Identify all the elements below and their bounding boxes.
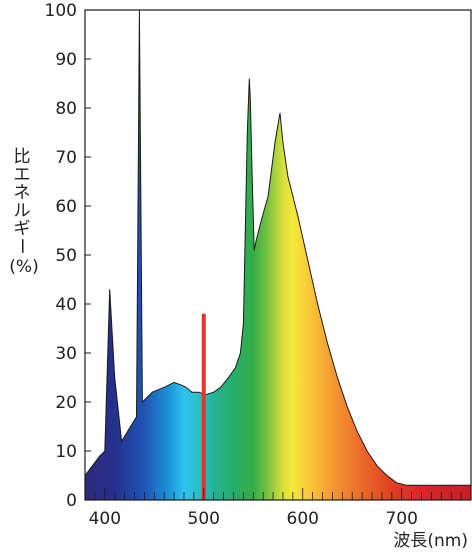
y-axis-title-char: ギ [14,219,31,239]
y-axis-title-char: ネ [14,183,31,203]
y-axis-title-char: 比 [14,147,31,167]
y-axis-unit: (%) [9,257,38,277]
y-tick-label: 80 [55,99,77,119]
y-tick-label: 60 [55,197,77,217]
x-tick-label: 500 [188,509,220,529]
y-tick-label: 30 [55,344,77,364]
y-tick-label: 0 [66,491,77,511]
y-tick-label: 10 [55,442,77,462]
y-tick-label: 50 [55,246,77,266]
spectrum-area [85,10,471,500]
y-tick-label: 70 [55,148,77,168]
x-tick-label: 400 [89,509,121,529]
y-axis: 0 10 20 30 40 50 60 70 80 90 100 [45,1,91,511]
y-axis-title-char: エ [14,165,31,185]
y-tick-label: 40 [55,295,77,315]
x-tick-label: 600 [287,509,319,529]
plot-area [84,9,471,500]
x-minor-ticks [94,488,462,500]
x-tick-label: 700 [385,509,417,529]
y-tick-label: 90 [55,50,77,70]
y-tick-label: 20 [55,393,77,413]
y-axis-title-char: ー [11,238,31,255]
y-tick-label: 100 [45,1,77,21]
x-axis-title: 波長(nm) [393,531,468,551]
y-axis-title-char: ル [14,201,31,221]
x-axis: 400 500 600 700 [89,509,418,529]
spectrum-outline [84,9,471,486]
